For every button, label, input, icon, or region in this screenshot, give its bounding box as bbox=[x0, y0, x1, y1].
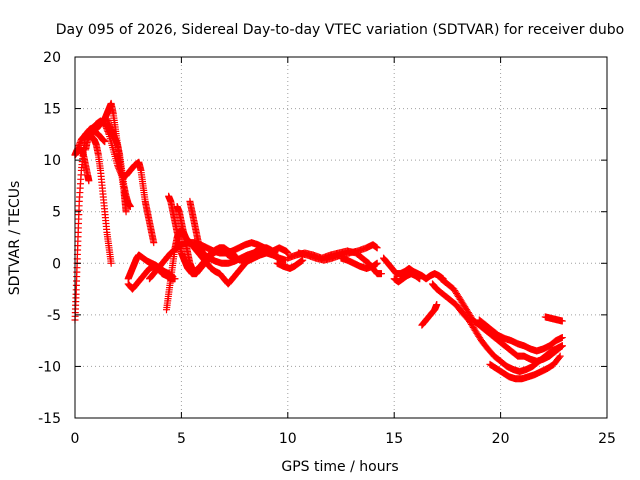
data-point bbox=[557, 343, 565, 351]
grid-lines bbox=[75, 57, 607, 418]
data-point bbox=[103, 115, 111, 123]
data-point bbox=[105, 119, 113, 127]
data-point bbox=[76, 138, 84, 146]
series-track-u bbox=[418, 301, 441, 329]
data-point bbox=[76, 140, 84, 148]
series-track-m bbox=[145, 239, 275, 283]
y-tick-label: -5 bbox=[47, 308, 61, 324]
data-point bbox=[122, 208, 130, 216]
y-tick-labels: -15 -10 -5 0 5 10 15 20 bbox=[38, 50, 61, 427]
data-point bbox=[299, 256, 307, 264]
series-track-n bbox=[216, 244, 290, 265]
series-track-t bbox=[390, 270, 424, 286]
data-point bbox=[150, 239, 158, 247]
y-tick-label: 0 bbox=[52, 256, 61, 272]
series-track-q bbox=[273, 256, 307, 272]
data-point bbox=[558, 317, 566, 325]
y-tick-label: 15 bbox=[43, 102, 61, 118]
axis-ticks bbox=[74, 56, 608, 419]
x-tick-label: 0 bbox=[71, 431, 80, 447]
series-track-w bbox=[437, 275, 566, 365]
series-track-z bbox=[541, 313, 566, 325]
plot-frame bbox=[74, 56, 608, 419]
data-point bbox=[104, 116, 112, 124]
y-tick-label: 10 bbox=[43, 153, 61, 169]
y-tick-label: -10 bbox=[38, 359, 61, 375]
data-point bbox=[558, 342, 566, 350]
y-tick-label: -15 bbox=[38, 411, 61, 427]
x-axis-title: GPS time / hours bbox=[281, 459, 398, 475]
chart-title: Day 095 of 2026, Sidereal Day-to-day VTE… bbox=[56, 22, 624, 38]
series-track-p bbox=[294, 241, 381, 264]
data-point bbox=[101, 138, 109, 146]
series-track-r bbox=[337, 254, 381, 272]
series-track-x bbox=[486, 352, 564, 383]
data-point bbox=[106, 122, 114, 130]
y-tick-label: 5 bbox=[52, 205, 61, 221]
x-tick-labels: 0 5 10 15 20 25 bbox=[71, 431, 616, 447]
data-point bbox=[416, 275, 424, 283]
series-track-e bbox=[88, 117, 158, 247]
data-point bbox=[85, 177, 93, 185]
data-point bbox=[558, 334, 566, 342]
x-tick-label: 20 bbox=[492, 431, 510, 447]
data-point bbox=[105, 121, 113, 129]
data-point bbox=[373, 259, 381, 267]
data-point bbox=[373, 244, 381, 252]
data-point bbox=[114, 161, 122, 169]
x-tick-label: 10 bbox=[279, 431, 297, 447]
data-point bbox=[433, 301, 441, 309]
data-point bbox=[107, 259, 115, 267]
data-point bbox=[555, 353, 563, 361]
x-tick-label: 25 bbox=[598, 431, 616, 447]
series-track-d bbox=[82, 127, 109, 154]
x-tick-label: 5 bbox=[177, 431, 186, 447]
y-axis-title: SDTVAR / TECUs bbox=[7, 181, 23, 296]
series-track-y bbox=[475, 316, 566, 355]
x-tick-label: 15 bbox=[385, 431, 403, 447]
data-point bbox=[377, 270, 385, 278]
data-point bbox=[126, 203, 134, 211]
series-track-c bbox=[71, 146, 93, 185]
series-track-f bbox=[103, 115, 134, 211]
data-point bbox=[556, 352, 564, 360]
series-points bbox=[71, 99, 566, 383]
y-tick-label: 20 bbox=[43, 50, 61, 66]
data-point bbox=[104, 118, 112, 126]
